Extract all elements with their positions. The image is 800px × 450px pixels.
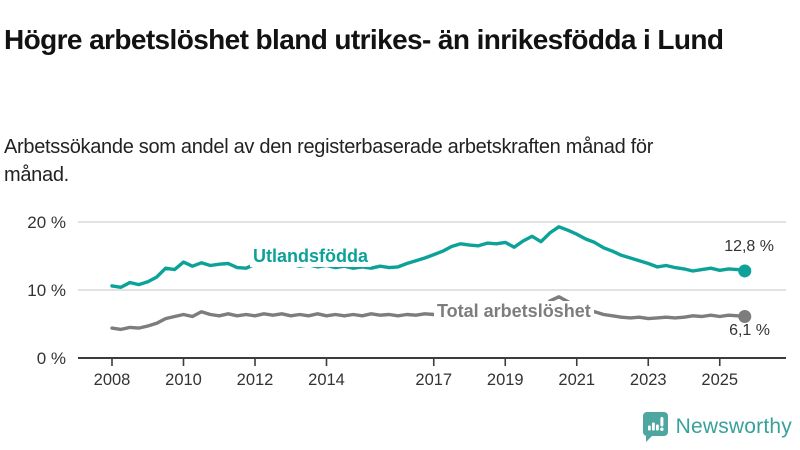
y-tick-label: 10 % — [27, 281, 66, 300]
y-tick-label: 0 % — [37, 349, 66, 368]
newsworthy-logo: Newsworthy — [642, 411, 792, 442]
newsworthy-wordmark: Newsworthy — [675, 414, 792, 438]
series-end-dot-total — [738, 310, 752, 324]
series-label-utlandsfodda: Utlandsfödda — [250, 246, 371, 267]
series-line-utlandsfodda — [110, 225, 747, 289]
x-tick-label: 2012 — [237, 371, 274, 389]
x-tick-label: 2023 — [630, 371, 667, 389]
page-title: Högre arbetslöshet bland utrikes- än inr… — [4, 23, 724, 55]
x-tick-label: 2008 — [94, 371, 131, 389]
series-line-total — [110, 295, 747, 332]
x-tick-label: 2010 — [165, 371, 202, 389]
end-value-label-utlandsfodda: 12,8 % — [724, 238, 774, 255]
x-tick-label: 2017 — [415, 371, 452, 389]
end-value-label-total: 6,1 % — [729, 322, 770, 339]
x-tick-label: 2025 — [701, 371, 738, 389]
newsworthy-chart-bubble-icon — [642, 412, 668, 442]
y-tick-label: 20 % — [27, 213, 66, 232]
series-label-total-arbetsloshet: Total arbetslöshet — [434, 301, 594, 322]
x-tick-label: 2019 — [487, 371, 524, 389]
series-end-dot-utlandsfodda — [738, 264, 752, 278]
page-subtitle: Arbetssökande som andel av den registerb… — [4, 136, 654, 186]
x-tick-label: 2014 — [308, 371, 345, 389]
x-tick-label: 2021 — [558, 371, 595, 389]
